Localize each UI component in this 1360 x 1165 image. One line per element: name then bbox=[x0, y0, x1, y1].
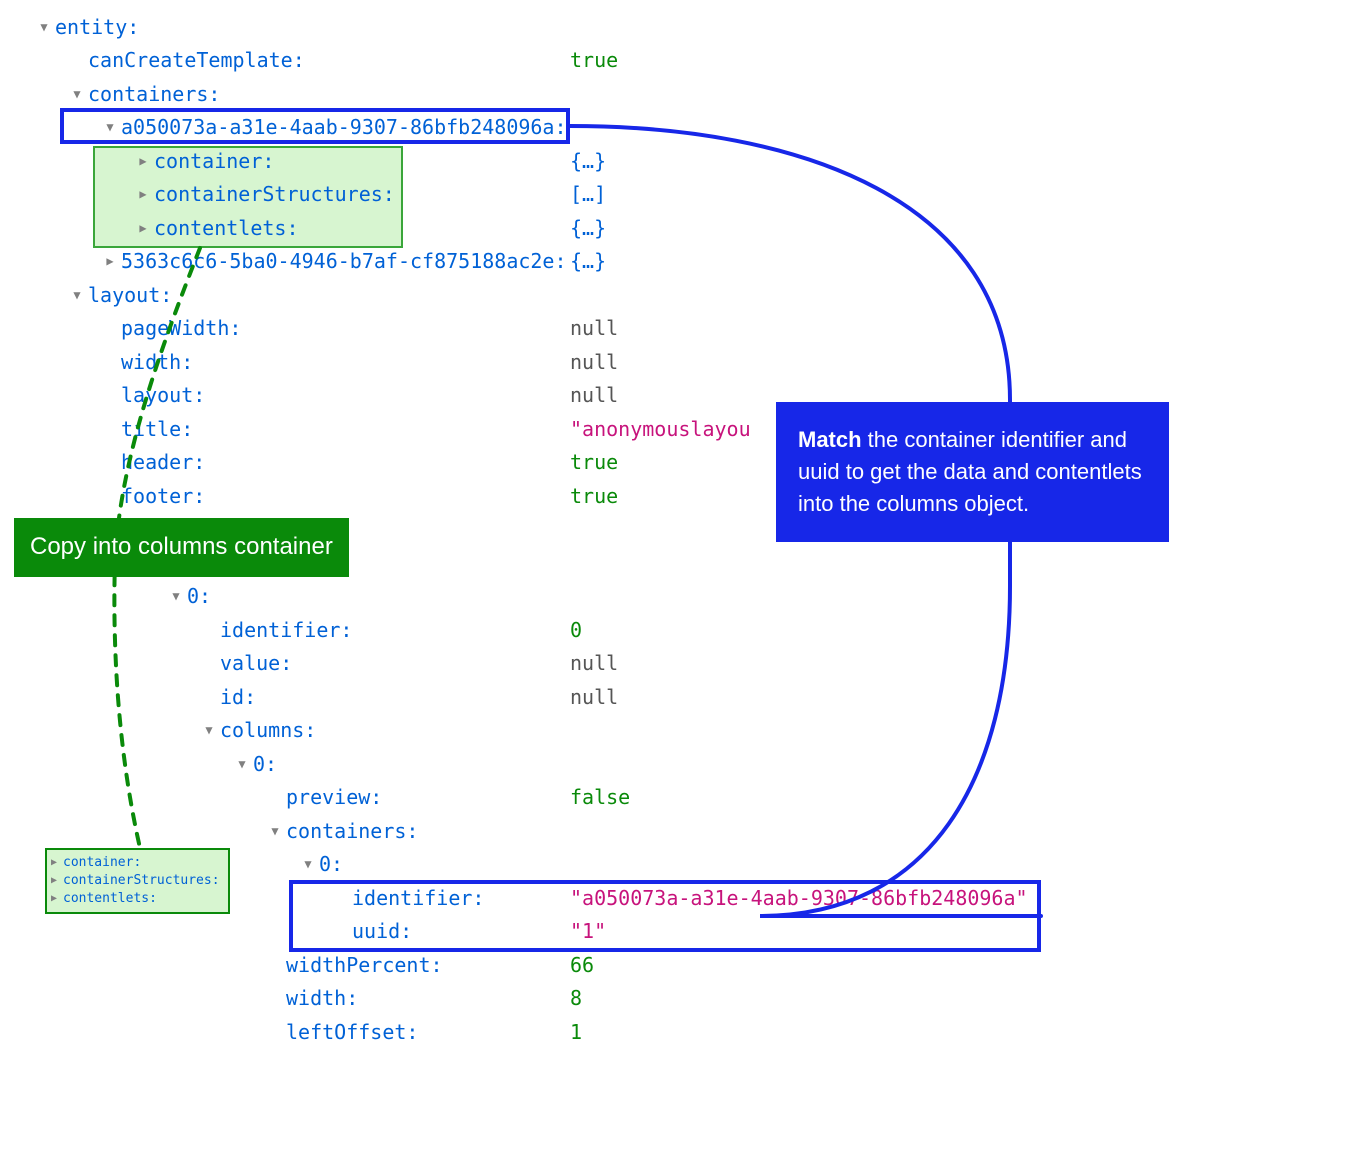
tree-key: preview: bbox=[286, 785, 382, 809]
tree-row[interactable]: identifier: 0 bbox=[0, 613, 1350, 647]
tree-row[interactable]: width: null bbox=[0, 345, 1350, 379]
tree-value: 8 bbox=[570, 986, 582, 1010]
tree-value: false bbox=[570, 785, 630, 809]
tree-value: true bbox=[570, 450, 618, 474]
tree-key: identifier: bbox=[352, 886, 484, 910]
callout-match: Match the container identifier and uuid … bbox=[776, 402, 1169, 542]
tree-key: footer: bbox=[121, 484, 205, 508]
tree-key: id: bbox=[220, 685, 256, 709]
chevron-down-icon[interactable] bbox=[165, 588, 187, 604]
tree-row[interactable]: preview: false bbox=[0, 781, 1350, 815]
chevron-down-icon[interactable] bbox=[297, 856, 319, 872]
chevron-right-icon: ▶ bbox=[51, 854, 63, 872]
tree-key: container: bbox=[154, 149, 274, 173]
tree-key: title: bbox=[121, 417, 193, 441]
tree-key: widthPercent: bbox=[286, 953, 443, 977]
callout-copy-text: Copy into columns container bbox=[30, 533, 333, 560]
tree-key: width: bbox=[121, 350, 193, 374]
tree-value: {…} bbox=[570, 149, 606, 173]
tree-value: "a050073a-a31e-4aab-9307-86bfb248096a" bbox=[570, 886, 1028, 910]
chevron-right-icon: ▶ bbox=[51, 890, 63, 908]
tree-row[interactable]: leftOffset: 1 bbox=[0, 1015, 1350, 1049]
tree-key: leftOffset: bbox=[286, 1020, 418, 1044]
tree-key: 5363c6c6-5ba0-4946-b7af-cf875188ac2e: bbox=[121, 249, 567, 273]
chevron-down-icon[interactable] bbox=[99, 119, 121, 135]
tree-key: containers: bbox=[88, 82, 220, 106]
tree-row[interactable]: pageWidth: null bbox=[0, 312, 1350, 346]
tree-value: 1 bbox=[570, 1020, 582, 1044]
tree-value: null bbox=[570, 383, 618, 407]
tree-key: containers: bbox=[286, 819, 418, 843]
tree-key: 0: bbox=[319, 852, 343, 876]
tree-key: columns: bbox=[220, 718, 316, 742]
tree-value: null bbox=[570, 651, 618, 675]
tree-row[interactable]: contentlets: {…} bbox=[0, 211, 1350, 245]
tree-row[interactable]: 5363c6c6-5ba0-4946-b7af-cf875188ac2e: {…… bbox=[0, 245, 1350, 279]
chevron-down-icon[interactable] bbox=[198, 722, 220, 738]
chevron-down-icon[interactable] bbox=[66, 86, 88, 102]
tree-value: null bbox=[570, 685, 618, 709]
tree-row[interactable]: columns: bbox=[0, 714, 1350, 748]
tree-key: header: bbox=[121, 450, 205, 474]
mini-row: ▶ container: bbox=[51, 854, 220, 872]
tree-key: entity: bbox=[55, 15, 139, 39]
chevron-down-icon[interactable] bbox=[66, 287, 88, 303]
tree-key: containerStructures: bbox=[154, 182, 395, 206]
chevron-right-icon[interactable] bbox=[99, 253, 121, 269]
tree-row[interactable]: canCreateTemplate: true bbox=[0, 44, 1350, 78]
tree-key: contentlets: bbox=[154, 216, 299, 240]
tree-key: layout: bbox=[121, 383, 205, 407]
tree-row[interactable]: value: null bbox=[0, 647, 1350, 681]
tree-key: uuid: bbox=[352, 919, 412, 943]
tree-key: identifier: bbox=[220, 618, 352, 642]
mini-row: ▶ contentlets: bbox=[51, 890, 220, 908]
chevron-down-icon[interactable] bbox=[33, 19, 55, 35]
tree-row[interactable]: containers: bbox=[0, 77, 1350, 111]
tree-value: {…} bbox=[570, 216, 606, 240]
tree-key: 0: bbox=[253, 752, 277, 776]
tree-key: a050073a-a31e-4aab-9307-86bfb248096a: bbox=[121, 115, 567, 139]
tree-value: 0 bbox=[570, 618, 582, 642]
tree-row[interactable]: containers: bbox=[0, 814, 1350, 848]
tree-row[interactable]: width: 8 bbox=[0, 982, 1350, 1016]
chevron-down-icon[interactable] bbox=[231, 756, 253, 772]
tree-value: true bbox=[570, 48, 618, 72]
chevron-right-icon[interactable] bbox=[132, 153, 154, 169]
callout-copy: Copy into columns container bbox=[14, 518, 349, 577]
tree-row[interactable]: widthPercent: 66 bbox=[0, 948, 1350, 982]
chevron-right-icon: ▶ bbox=[51, 872, 63, 890]
tree-key: 0: bbox=[187, 584, 211, 608]
tree-value: "anonymouslayou bbox=[570, 417, 751, 441]
chevron-right-icon[interactable] bbox=[132, 220, 154, 236]
tree-value: null bbox=[570, 350, 618, 374]
tree-row[interactable]: uuid: "1" bbox=[0, 915, 1350, 949]
tree-row[interactable]: a050073a-a31e-4aab-9307-86bfb248096a: bbox=[0, 111, 1350, 145]
tree-value: null bbox=[570, 316, 618, 340]
tree-value: true bbox=[570, 484, 618, 508]
mini-copy-preview: ▶ container: ▶ containerStructures: ▶ co… bbox=[45, 848, 230, 914]
tree-key: pageWidth: bbox=[121, 316, 241, 340]
mini-key: containerStructures: bbox=[63, 872, 220, 890]
tree-row[interactable]: 0: bbox=[0, 747, 1350, 781]
mini-row: ▶ containerStructures: bbox=[51, 872, 220, 890]
tree-value: {…} bbox=[570, 249, 606, 273]
tree-value: […] bbox=[570, 182, 606, 206]
tree-row[interactable]: container: {…} bbox=[0, 144, 1350, 178]
chevron-right-icon[interactable] bbox=[132, 186, 154, 202]
tree-row[interactable]: id: null bbox=[0, 680, 1350, 714]
tree-row[interactable]: layout: bbox=[0, 278, 1350, 312]
mini-key: container: bbox=[63, 854, 141, 872]
tree-row[interactable]: 0: bbox=[0, 580, 1350, 614]
tree-key: canCreateTemplate: bbox=[88, 48, 305, 72]
tree-key: value: bbox=[220, 651, 292, 675]
mini-key: contentlets: bbox=[63, 890, 157, 908]
tree-value: "1" bbox=[570, 919, 606, 943]
tree-value: 66 bbox=[570, 953, 594, 977]
tree-key: width: bbox=[286, 986, 358, 1010]
tree-key: layout: bbox=[88, 283, 172, 307]
chevron-down-icon[interactable] bbox=[264, 823, 286, 839]
tree-row[interactable]: containerStructures: […] bbox=[0, 178, 1350, 212]
tree-row[interactable]: entity: bbox=[0, 10, 1350, 44]
callout-match-bold: Match bbox=[798, 427, 862, 452]
